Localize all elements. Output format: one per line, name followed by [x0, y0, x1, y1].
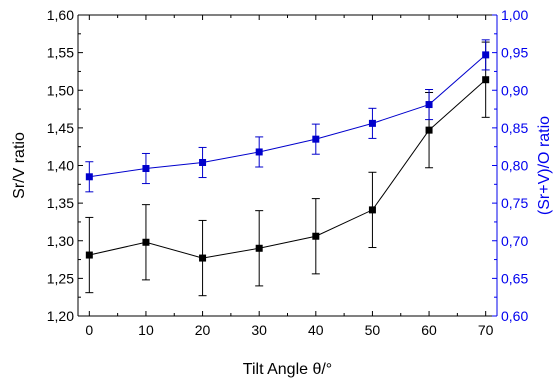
- series-line: [89, 79, 487, 259]
- data-point: [199, 254, 207, 262]
- y2-axis-title: (Sr+V)/O ratio: [536, 116, 553, 215]
- data-point: [368, 206, 376, 214]
- y-tick-label: 1,55: [47, 45, 74, 61]
- y-tick-label: 1,45: [47, 120, 74, 136]
- y-tick-label: 1,60: [47, 7, 74, 23]
- plot-area: 1,20 1,25 1,30 1,35 1,40 1,45 1,50 1,55 1,60 0,60…: [47, 7, 529, 338]
- y2-tick-label: 0,95: [501, 45, 528, 61]
- y2-tick-label: 0,60: [501, 308, 528, 324]
- data-point: [199, 158, 207, 166]
- series-1: [85, 41, 490, 297]
- x-tick-label: 70: [478, 322, 494, 338]
- data-point: [482, 51, 490, 59]
- y-tick-label: 1,25: [47, 270, 74, 286]
- x-axis-title: Tilt Angle θ/°: [243, 361, 332, 378]
- y2-tick-label: 0,85: [501, 120, 528, 136]
- y2-tick-label: 0,65: [501, 270, 528, 286]
- data-point: [85, 173, 93, 181]
- y2-tick-label: 0,70: [501, 233, 528, 249]
- series-layer: [85, 39, 490, 297]
- data-point: [142, 165, 150, 173]
- data-point: [425, 126, 433, 134]
- y-tick-label: 1,35: [47, 195, 74, 211]
- series-2: [85, 39, 490, 193]
- data-point: [482, 76, 490, 84]
- x-tick-label: 40: [308, 322, 324, 338]
- data-point: [368, 119, 376, 127]
- y2-tick-label: 1,00: [501, 7, 528, 23]
- data-point: [142, 238, 150, 246]
- x-tick-label: 30: [251, 322, 267, 338]
- series-line: [89, 54, 487, 178]
- y-axis-title: Sr/V ratio: [11, 132, 28, 199]
- y2-tick-label: 0,90: [501, 82, 528, 98]
- data-point: [312, 232, 320, 240]
- data-point: [255, 148, 263, 156]
- x-tick-label: 0: [85, 322, 93, 338]
- x-tick-label: 60: [421, 322, 437, 338]
- y-tick-label: 1,30: [47, 233, 74, 249]
- x-tick-label: 10: [138, 322, 154, 338]
- y2-tick-label: 0,75: [501, 195, 528, 211]
- x-tick-label: 50: [365, 322, 381, 338]
- x-tick-label: 20: [195, 322, 211, 338]
- data-point: [255, 244, 263, 252]
- y2-tick-label: 0,80: [501, 158, 528, 174]
- y-tick-label: 1,20: [47, 308, 74, 324]
- data-point: [425, 101, 433, 109]
- y-tick-label: 1,50: [47, 82, 74, 98]
- data-point: [85, 251, 93, 259]
- y-tick-label: 1,40: [47, 158, 74, 174]
- data-point: [312, 135, 320, 143]
